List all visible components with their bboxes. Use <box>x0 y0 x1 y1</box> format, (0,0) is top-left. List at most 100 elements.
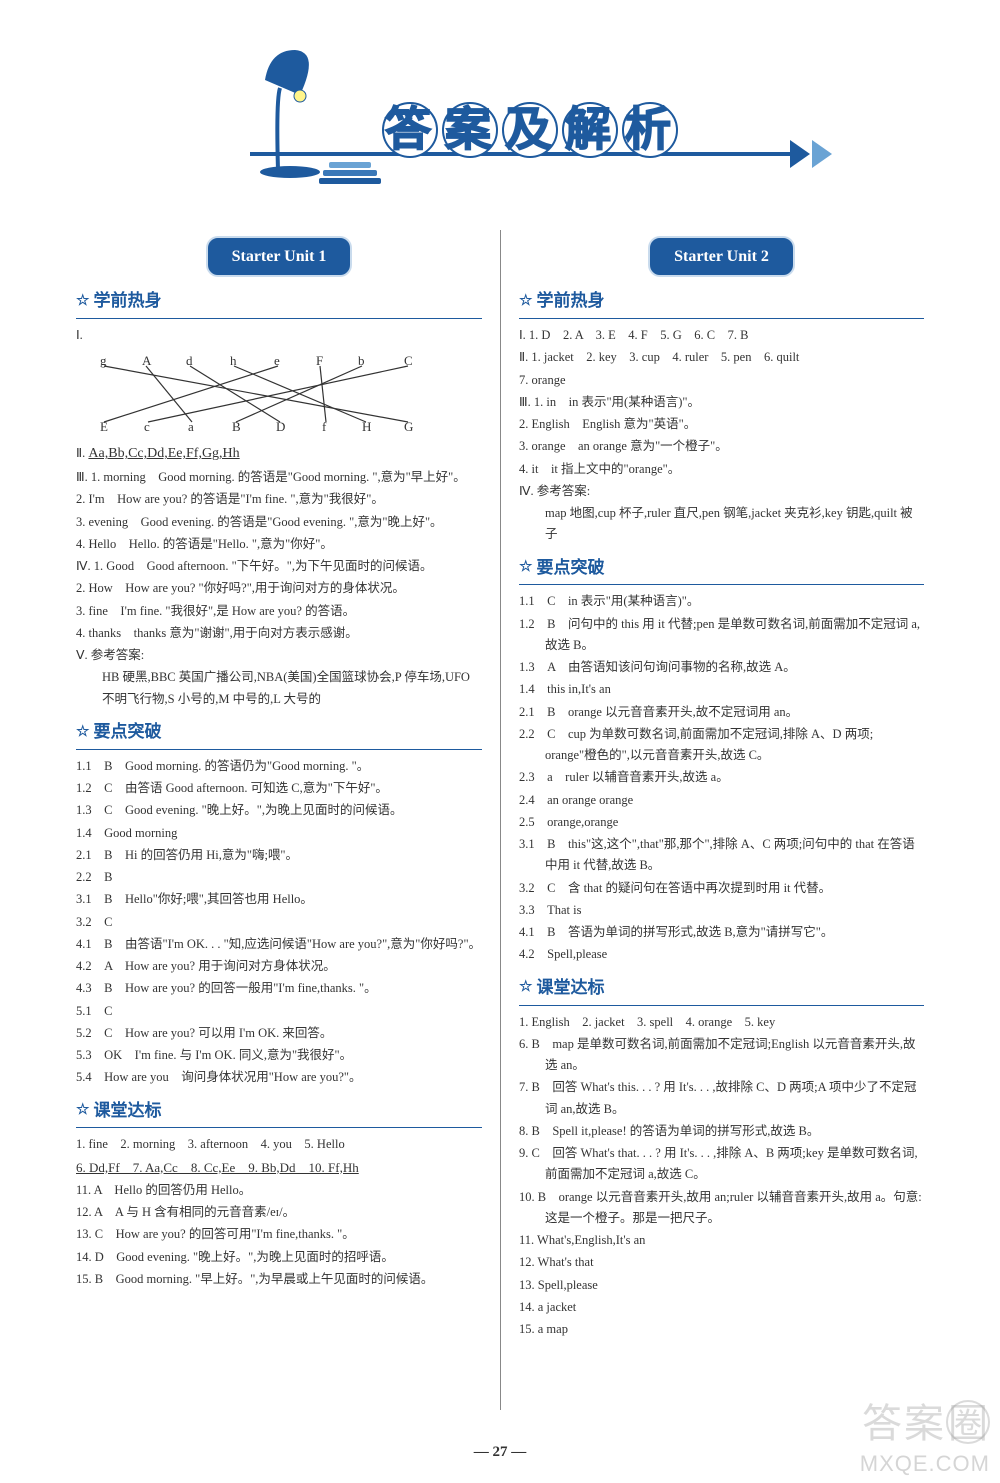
roman-label: Ⅱ. <box>76 446 85 460</box>
answer-line: 7. B 回答 What's this. . . ? 用 It's. . . ,… <box>519 1077 924 1120</box>
star-icon: ☆ <box>519 555 532 581</box>
unit-badge-label: Starter Unit 2 <box>650 238 793 275</box>
answer-line: 2.2 C cup 为单数可数名词,前面需加不定冠词,排除 A、D 两项; or… <box>519 724 924 767</box>
left-column: Starter Unit 1 ☆ 学前热身 Ⅰ. g A d h e F b C… <box>70 230 500 1410</box>
answer-line: 4. Hello Hello. 的答语是"Hello. ",意为"你好"。 <box>76 534 482 555</box>
section-label: 学前热身 <box>93 287 161 316</box>
answer-line: 15. a map <box>519 1319 924 1340</box>
answer-line: 2.1 B Hi 的回答仍用 Hi,意为"嗨;喂"。 <box>76 845 482 866</box>
answer-line: 14. D Good evening. "晚上好。",为晚上见面时的招呼语。 <box>76 1247 482 1268</box>
section-warmup: ☆ 学前热身 <box>519 287 924 319</box>
page-number: — 27 — <box>0 1444 1000 1461</box>
exercise-IV: Ⅳ. 参考答案: map 地图,cup 杯子,ruler 直尺,pen 钢笔,j… <box>519 481 924 546</box>
answer-line: 3.1 B this"这,这个",that"那,那个",排除 A、C 两项;问句… <box>519 834 924 877</box>
answer-line: HB 硬黑,BBC 英国广播公司,NBA(美国)全国篮球协会,P 停车场,UFO… <box>76 667 482 710</box>
answer-line: 4.2 Spell,please <box>519 944 924 965</box>
answer-line: 1.4 this in,It's an <box>519 679 924 700</box>
books-icon <box>315 160 385 190</box>
page-root: 答案及解析 Starter Unit 1 ☆ 学前热身 Ⅰ. g A d h e… <box>0 0 1000 1483</box>
handwritten-answer: 6. Dd,Ff 7. Aa,Cc 8. Cc,Ee 9. Bb,Dd 10. … <box>76 1157 482 1179</box>
star-icon: ☆ <box>519 975 532 1001</box>
answer-line: 1.3 A 由答语知该问句询问事物的名称,故选 A。 <box>519 657 924 678</box>
answer-line: 3. evening Good evening. 的答语是"Good eveni… <box>76 512 482 533</box>
title-arrow-icon <box>812 140 832 168</box>
title-char: 案 <box>442 102 498 158</box>
class-answers: 1. fine 2. morning 3. afternoon 4. you 5… <box>76 1134 482 1290</box>
exercise-II: Ⅱ. Aa,Bb,Cc,Dd,Ee,Ff,Gg,Hh <box>76 442 482 466</box>
answer-line: 1.1 C in 表示"用(某种语言)"。 <box>519 591 924 612</box>
answer-line: Ⅲ. 1. morning Good morning. 的答语是"Good mo… <box>76 467 482 488</box>
answer-line: 5.3 OK I'm fine. 与 I'm OK. 同义,意为"我很好"。 <box>76 1045 482 1066</box>
answer-line: 6. B map 是单数可数名词,前面需加不定冠词;English 以元音音素开… <box>519 1034 924 1077</box>
star-icon: ☆ <box>519 289 532 315</box>
answer-line: 1. fine 2. morning 3. afternoon 4. you 5… <box>76 1134 482 1155</box>
answer-line: Ⅳ. 1. Good Good afternoon. "下午好。",为下午见面时… <box>76 556 482 577</box>
title-char: 答 <box>382 102 438 158</box>
answer-line: 4.1 B 答语为单词的拼写形式,故选 B,意为"请拼写它"。 <box>519 922 924 943</box>
unit-badge-label: Starter Unit 1 <box>208 238 351 275</box>
section-class: ☆ 课堂达标 <box>76 1097 482 1129</box>
answer-line: 2.4 an orange orange <box>519 790 924 811</box>
unit-badge: Starter Unit 1 <box>76 238 482 275</box>
answer-line: Ⅲ. 1. in in 表示"用(某种语言)"。 <box>519 392 924 413</box>
unit-badge: Starter Unit 2 <box>519 238 924 275</box>
star-icon: ☆ <box>76 289 89 315</box>
answer-line: 4.3 B How are you? 的回答一般用"I'm fine,thank… <box>76 978 482 999</box>
handwritten-answer: Aa,Bb,Cc,Dd,Ee,Ff,Gg,Hh <box>88 446 239 461</box>
exercise-I: Ⅰ. <box>76 325 482 346</box>
answer-line: 2. How How are you? "你好吗?",用于询问对方的身体状况。 <box>76 578 482 599</box>
answer-line: 11. A Hello 的回答仍用 Hello。 <box>76 1180 482 1201</box>
answer-line: 9. C 回答 What's that. . . ? 用 It's. . . ,… <box>519 1143 924 1186</box>
answer-line: 15. B Good morning. "早上好。",为早晨或上午见面时的问候语… <box>76 1269 482 1290</box>
answer-line: 4.1 B 由答语"I'm OK. . . "知,应选问候语"How are y… <box>76 934 482 955</box>
title-char: 及 <box>502 102 558 158</box>
answer-line: 4.2 A How are you? 用于询问对方身体状况。 <box>76 956 482 977</box>
section-class: ☆ 课堂达标 <box>519 974 924 1006</box>
answer-line: 3. orange an orange 意为"一个橙子"。 <box>519 436 924 457</box>
section-label: 学前热身 <box>536 287 604 316</box>
right-column: Starter Unit 2 ☆ 学前热身 Ⅰ. 1. D 2. A 3. E … <box>500 230 930 1410</box>
answer-line: Ⅱ. 1. jacket 2. key 3. cup 4. ruler 5. p… <box>519 347 924 368</box>
answer-line: Ⅴ. 参考答案: <box>76 645 482 666</box>
page-title: 答案及解析 <box>380 102 680 158</box>
answer-line: 5.4 How are you 询问身体状况用"How are you?"。 <box>76 1067 482 1088</box>
answer-line: 7. orange <box>519 370 924 391</box>
watermark-brand: 答案圈 <box>862 1391 990 1449</box>
answer-line: 10. B orange 以元音音素开头,故用 an;ruler 以辅音音素开头… <box>519 1187 924 1230</box>
answer-line: 13. C How are you? 的回答可用"I'm fine,thanks… <box>76 1224 482 1245</box>
answer-line: 2. English English 意为"英语"。 <box>519 414 924 435</box>
exercise-III: Ⅲ. 1. morning Good morning. 的答语是"Good mo… <box>76 467 482 555</box>
section-keypoint: ☆ 要点突破 <box>76 718 482 750</box>
section-label: 课堂达标 <box>93 1097 161 1126</box>
title-arrow-icon <box>790 140 810 168</box>
exercise-V: Ⅴ. 参考答案: HB 硬黑,BBC 英国广播公司,NBA(美国)全国篮球协会,… <box>76 645 482 710</box>
answer-line: 4. it it 指上文中的"orange"。 <box>519 459 924 480</box>
keypoint-answers: 1.1 B Good morning. 的答语仍为"Good morning. … <box>76 756 482 1089</box>
exercise-II: Ⅱ. 1. jacket 2. key 3. cup 4. ruler 5. p… <box>519 347 924 391</box>
section-label: 要点突破 <box>93 718 161 747</box>
lamp-icon <box>250 40 330 180</box>
answer-line: 3.2 C 含 that 的疑问句在答语中再次提到时用 it 代替。 <box>519 878 924 899</box>
section-warmup: ☆ 学前热身 <box>76 287 482 319</box>
matching-diagram: g A d h e F b C E c a B D f H G <box>94 350 434 438</box>
watermark-url: MXQE.COM <box>860 1451 990 1477</box>
answer-line: 1. English 2. jacket 3. spell 4. orange … <box>519 1012 924 1033</box>
answer-line: 1.3 C Good evening. "晚上好。",为晚上见面时的问候语。 <box>76 800 482 821</box>
class-answers: 1. English 2. jacket 3. spell 4. orange … <box>519 1012 924 1341</box>
answer-line: 12. What's that <box>519 1252 924 1273</box>
title-char: 析 <box>622 102 678 158</box>
keypoint-answers: 1.1 C in 表示"用(某种语言)"。 1.2 B 问句中的 this 用 … <box>519 591 924 965</box>
section-label: 课堂达标 <box>536 974 604 1003</box>
answer-line: Ⅳ. 参考答案: <box>519 481 924 502</box>
answer-line: 12. A A 与 H 含有相同的元音音素/eɪ/。 <box>76 1202 482 1223</box>
answer-line: 5.2 C How are you? 可以用 I'm OK. 来回答。 <box>76 1023 482 1044</box>
title-char: 解 <box>562 102 618 158</box>
answer-line: 1.4 Good morning <box>76 823 482 844</box>
answer-line: 3.1 B Hello"你好;喂",其回答也用 Hello。 <box>76 889 482 910</box>
answer-line: Ⅰ. 1. D 2. A 3. E 4. F 5. G 6. C 7. B <box>519 325 924 346</box>
answer-line: 8. B Spell it,please! 的答语为单词的拼写形式,故选 B。 <box>519 1121 924 1142</box>
answer-line: 3.3 That is <box>519 900 924 921</box>
answer-line: 2.1 B orange 以元音音素开头,故不定冠词用 an。 <box>519 702 924 723</box>
answer-line: map 地图,cup 杯子,ruler 直尺,pen 钢笔,jacket 夹克衫… <box>519 503 924 546</box>
answer-line: 2. I'm How are you? 的答语是"I'm fine. ",意为"… <box>76 489 482 510</box>
